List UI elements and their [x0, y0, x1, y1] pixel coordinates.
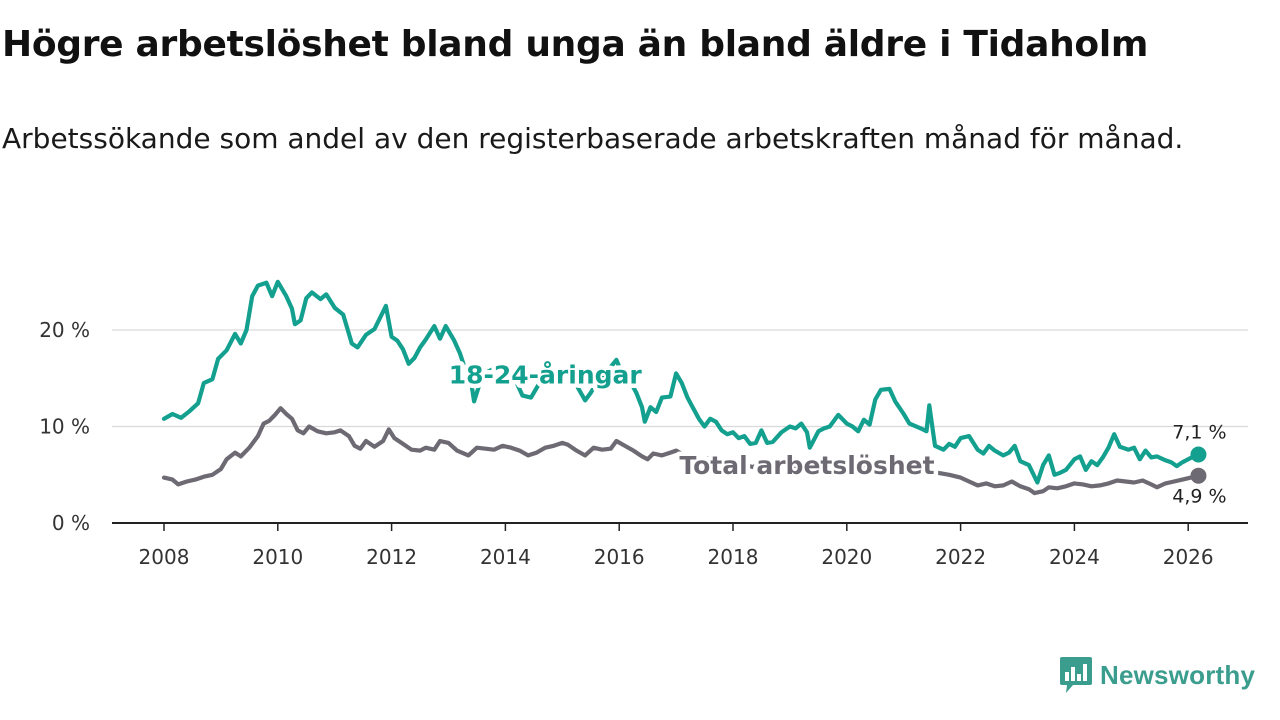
- x-tick-label: 2014: [480, 545, 531, 569]
- series-lines: [161, 279, 1201, 496]
- chart-bubble-icon: [1060, 657, 1092, 693]
- x-tick-label: 2010: [252, 545, 303, 569]
- x-axis-ticks: 2008 2010 2012 2014 2016 2018 2020 2022 2024 2026: [139, 523, 1214, 569]
- end-value-label: 7,1 %: [1172, 421, 1226, 443]
- end-point-markers: 7,1 % 4,9 %: [1172, 421, 1226, 507]
- x-tick-label: 2020: [821, 545, 872, 569]
- series-label-youth: 18-24-åringar: [449, 360, 643, 389]
- x-tick-label: 2008: [139, 545, 190, 569]
- y-tick-label: 0 %: [52, 511, 90, 535]
- y-tick-label: 20 %: [39, 318, 90, 342]
- end-point-youth: [1190, 446, 1207, 463]
- x-tick-label: 2018: [708, 545, 759, 569]
- gridlines: [112, 329, 1248, 428]
- series-label-total: Total arbetslöshet: [679, 451, 934, 480]
- newsworthy-logo: Newsworthy: [1059, 655, 1255, 695]
- chart-subtitle: Arbetssökande som andel av den registerb…: [2, 122, 1184, 155]
- x-tick-label: 2012: [366, 545, 417, 569]
- x-tick-label: 2026: [1163, 545, 1214, 569]
- series-line-youth: [161, 279, 1201, 485]
- x-tick-label: 2022: [935, 545, 986, 569]
- brand-name: Newsworthy: [1100, 659, 1256, 690]
- series-label-halo: 18-24-åringar: [449, 360, 643, 389]
- y-tick-label: 10 %: [39, 415, 90, 439]
- y-axis-ticks: 0 % 10 % 20 %: [39, 318, 90, 535]
- series-line-total: [161, 406, 1201, 496]
- x-tick-label: 2024: [1049, 545, 1100, 569]
- series-label-halo: Total arbetslöshet: [679, 451, 934, 480]
- x-tick-label: 2016: [594, 545, 645, 569]
- chart-title: Högre arbetslöshet bland unga än bland ä…: [2, 24, 1149, 65]
- end-value-label: 4,9 %: [1172, 486, 1226, 508]
- end-point-total: [1190, 467, 1207, 484]
